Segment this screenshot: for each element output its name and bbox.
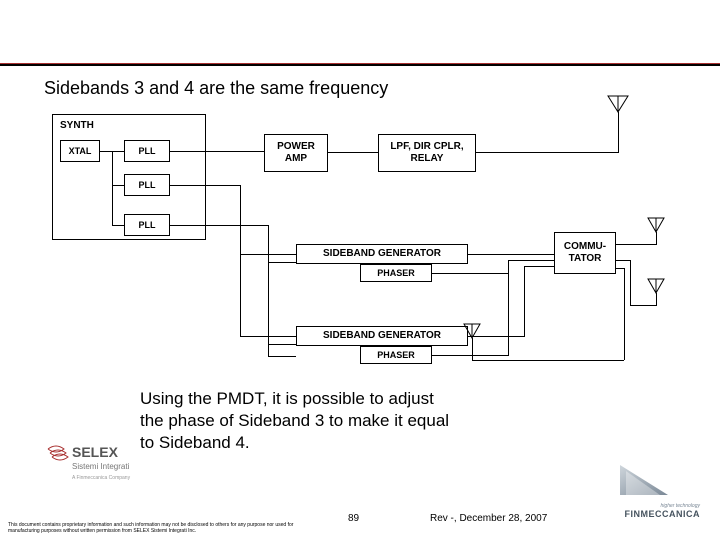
wire (476, 152, 618, 153)
synth-label: SYNTH (60, 120, 94, 131)
selex-main-text: SELEX (72, 444, 119, 460)
wire (616, 244, 656, 245)
wire (328, 152, 378, 153)
block-phaser-1: PHASER (360, 264, 432, 282)
wire (472, 338, 473, 361)
block-pll2: PLL (124, 174, 170, 196)
block-phaser-2: PHASER (360, 346, 432, 364)
top-rule (0, 64, 720, 66)
antenna-icon (646, 216, 666, 234)
block-power-amp: POWER AMP (264, 134, 328, 172)
block-sideband-gen-2: SIDEBAND GENERATOR (296, 326, 468, 346)
wire (170, 151, 264, 152)
wire (240, 185, 241, 336)
wire (112, 185, 124, 186)
block-pll3: PLL (124, 214, 170, 236)
page-number: 89 (348, 513, 359, 524)
wire (268, 262, 296, 263)
wire (468, 254, 554, 255)
wire (630, 305, 656, 306)
antenna-icon (646, 277, 666, 295)
wire (508, 260, 509, 273)
selex-logo: SELEX Sistemi Integrati A Finmeccanica C… (46, 437, 142, 490)
block-pll1: PLL (124, 140, 170, 162)
wire (112, 151, 113, 225)
wire (624, 268, 625, 360)
wire (616, 260, 630, 261)
wire (112, 225, 124, 226)
wire (268, 344, 296, 345)
wire (472, 360, 624, 361)
antenna-icon (462, 322, 482, 340)
wire (508, 260, 554, 261)
selex-sub-text: Sistemi Integrati (72, 462, 130, 471)
finmeccanica-logo: higher technology FINMECCANICA (572, 465, 702, 526)
wire (268, 356, 296, 357)
block-sideband-gen-1: SIDEBAND GENERATOR (296, 244, 468, 264)
wire (616, 268, 624, 269)
block-lpf: LPF, DIR CPLR, RELAY (378, 134, 476, 172)
body-text: Using the PMDT, it is possible to adjust… (140, 388, 460, 454)
page-title: Sidebands 3 and 4 are the same frequency (44, 78, 388, 99)
wire (630, 260, 631, 305)
wire (524, 266, 525, 337)
revision-text: Rev -, December 28, 2007 (430, 513, 547, 524)
antenna-icon (606, 94, 630, 114)
wire (268, 225, 269, 356)
fm-main-text: FINMECCANICA (625, 509, 701, 519)
wire (524, 266, 554, 267)
block-commutator: COMMU-TATOR (554, 232, 616, 274)
wire (432, 273, 508, 274)
wire (170, 185, 240, 186)
slide-page: Sidebands 3 and 4 are the same frequency… (0, 0, 720, 540)
block-xtal: XTAL (60, 140, 100, 162)
disclaimer-text: This document contains proprietary infor… (8, 523, 308, 534)
wire (170, 225, 268, 226)
selex-tag-text: A Finmeccanica Company (72, 475, 131, 481)
wire (508, 273, 509, 356)
wire (618, 112, 619, 153)
wire (432, 355, 508, 356)
